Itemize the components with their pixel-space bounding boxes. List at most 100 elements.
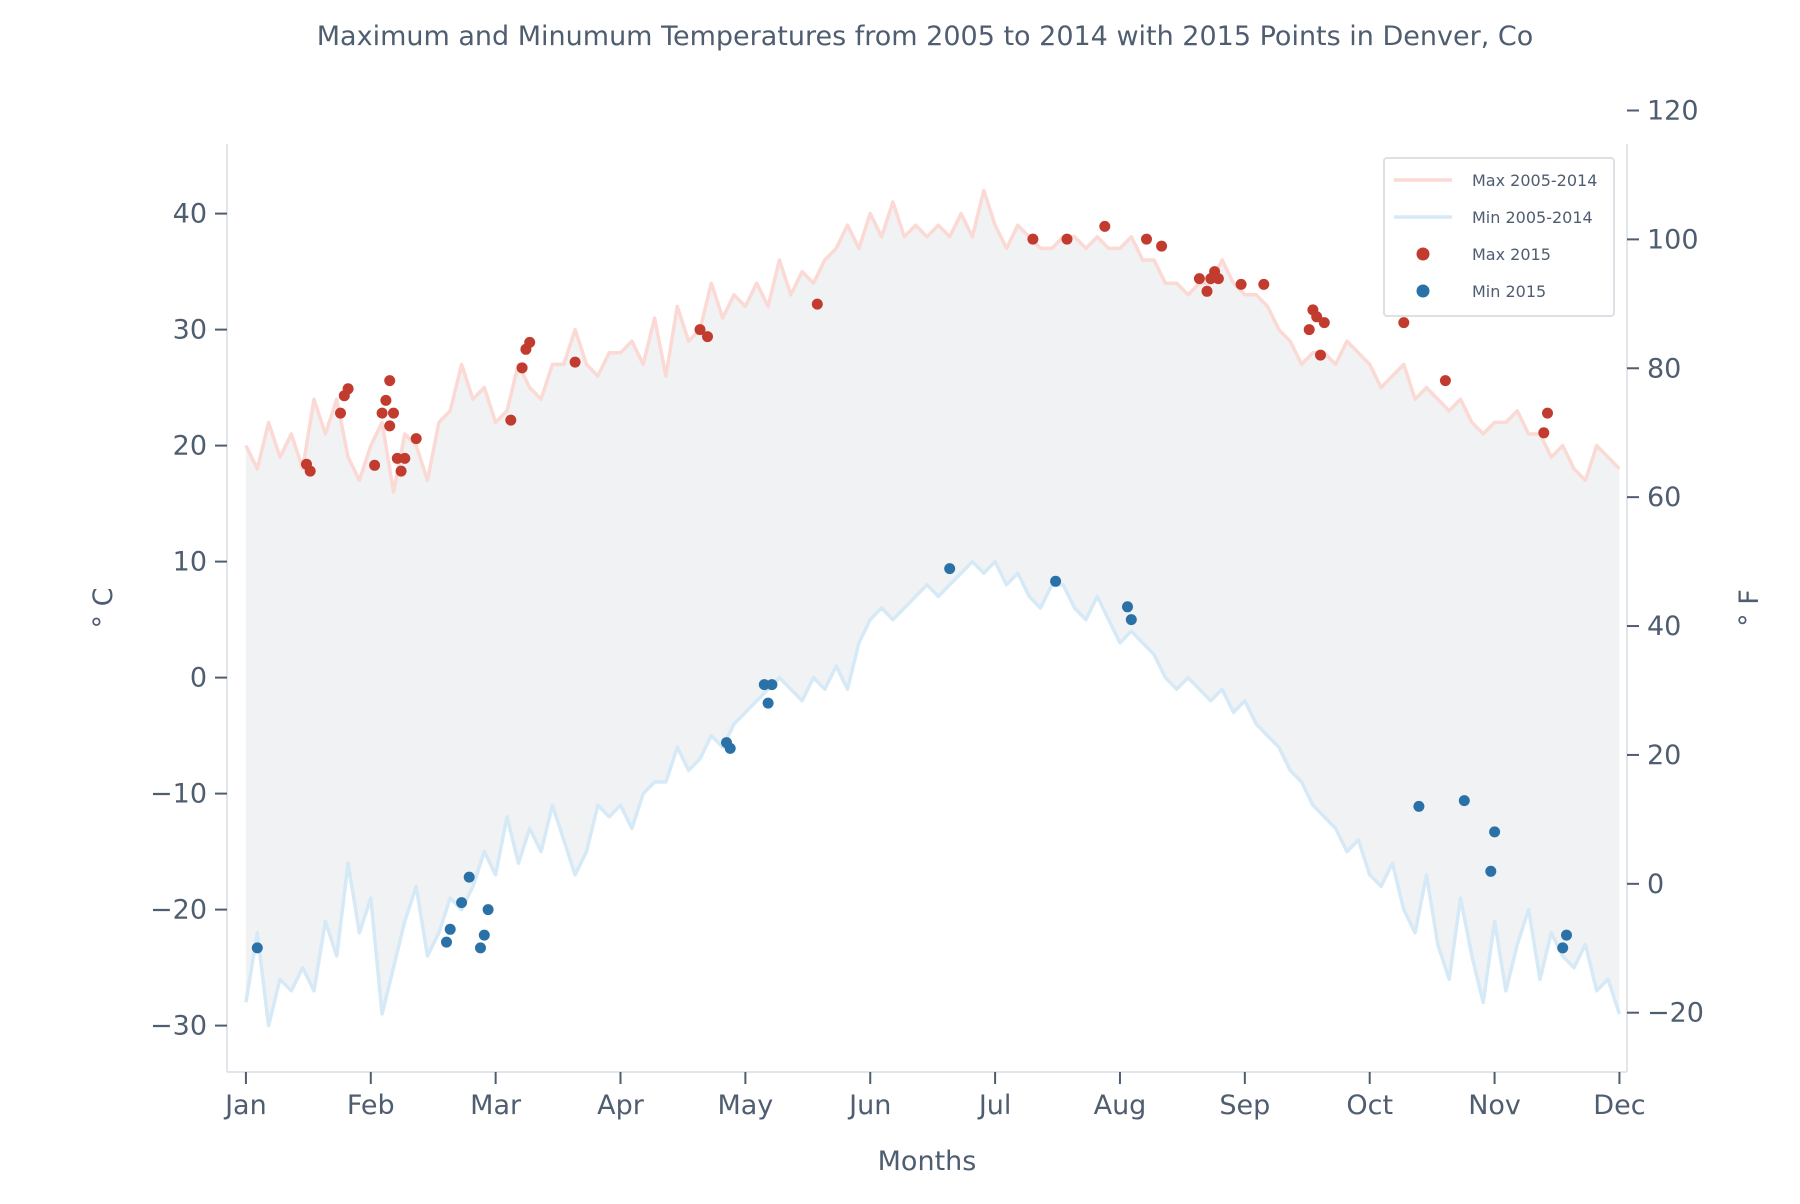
y-tick-label-right: −20 [1647, 998, 1704, 1029]
point-min-2015 [441, 936, 452, 948]
point-max-2015 [516, 362, 528, 374]
y-tick-label: −30 [150, 1011, 207, 1042]
point-max-2015 [1099, 220, 1111, 232]
point-min-2015 [758, 679, 770, 691]
point-max-2015 [395, 465, 407, 477]
point-min-2015 [1122, 601, 1133, 613]
legend-box [1383, 157, 1615, 317]
x-tick-label: Nov [1468, 1090, 1521, 1121]
point-min-2015 [1050, 575, 1062, 587]
point-min-2015 [944, 563, 956, 575]
point-min-2015 [724, 742, 736, 754]
y-tick-label: 20 [173, 431, 207, 462]
point-min-2015 [762, 697, 774, 709]
ticks: −30 −20 −10 0 10 20 30 40 −20 0 20 40 60 80 100 120 Jan F… [150, 95, 1704, 1121]
point-max-2015 [1027, 233, 1039, 245]
legend-label-min-2005-2014: Min 2005-2014 [1472, 208, 1593, 227]
y-tick-label-right: 0 [1647, 869, 1664, 900]
x-tick-label: Jul [977, 1090, 1012, 1121]
y-tick-label-right: 20 [1647, 740, 1681, 771]
point-min-2015 [463, 871, 475, 883]
point-max-2015 [335, 407, 346, 419]
y-tick-label: −20 [150, 895, 207, 926]
point-min-2015 [766, 679, 778, 691]
point-max-2015 [1141, 233, 1152, 245]
x-tick-label: Jan [223, 1090, 267, 1121]
x-tick-label: Aug [1094, 1090, 1147, 1121]
legend-label-max-2005-2014: Max 2005-2014 [1472, 171, 1597, 190]
x-tick-label: Mar [470, 1090, 522, 1121]
point-min-2015 [1557, 942, 1569, 954]
point-min-2015 [482, 904, 494, 916]
point-max-2015 [1542, 407, 1553, 419]
point-max-2015 [505, 414, 517, 426]
point-max-2015 [399, 452, 411, 464]
point-max-2015 [1156, 240, 1168, 252]
legend: Max 2005-2014 Min 2005-2014 Max 2015 Min 20… [1383, 157, 1615, 317]
point-min-2015 [1413, 800, 1425, 812]
y-tick-label: −10 [150, 779, 207, 810]
point-min-2015 [1485, 865, 1497, 877]
point-max-2015 [1201, 285, 1213, 297]
x-tick-label: Jun [847, 1090, 891, 1121]
point-max-2015 [384, 375, 396, 387]
point-max-2015 [1193, 273, 1205, 285]
point-min-2015 [444, 923, 456, 935]
x-tick-label: Feb [347, 1090, 395, 1121]
plot-area [244, 188, 1622, 1028]
point-max-2015 [342, 383, 354, 395]
y-axis-title-right: ° F [1734, 589, 1765, 627]
point-min-2015 [1458, 795, 1470, 807]
point-max-2015 [1318, 317, 1330, 329]
point-max-2015 [380, 394, 392, 406]
point-max-2015 [384, 420, 396, 432]
point-min-2015 [478, 929, 490, 941]
x-tick-label: Sep [1219, 1090, 1270, 1121]
point-max-2015 [1303, 324, 1315, 336]
point-min-2015 [1125, 614, 1137, 626]
point-max-2015 [376, 407, 388, 419]
point-max-2015 [1439, 375, 1451, 387]
point-max-2015 [304, 465, 316, 477]
y-tick-label-right: 40 [1647, 611, 1681, 642]
x-tick-label: May [717, 1090, 773, 1121]
series-line-min-2005-2014 [244, 559, 1622, 1028]
chart-title: Maximum and Minumum Temperatures from 20… [317, 21, 1533, 52]
y-tick-label-right: 120 [1647, 95, 1699, 126]
point-min-2015 [251, 942, 263, 954]
legend-label-max-2015: Max 2015 [1472, 245, 1551, 264]
legend-label-min-2015: Min 2015 [1472, 282, 1546, 301]
y-tick-label-right: 80 [1647, 353, 1681, 384]
x-axis-title: Months [878, 1146, 977, 1177]
legend-marker-min-2015 [1416, 284, 1430, 298]
point-max-2015 [694, 324, 706, 336]
point-max-2015 [524, 336, 536, 348]
point-max-2015 [702, 331, 713, 343]
point-min-2015 [456, 897, 468, 909]
y-axis-title-left: ° C [88, 588, 119, 629]
point-max-2015 [569, 356, 581, 368]
point-max-2015 [1315, 349, 1326, 361]
point-max-2015 [1311, 311, 1323, 323]
y-tick-label-right: 60 [1647, 482, 1681, 513]
point-max-2015 [811, 298, 823, 310]
legend-marker-max-2015 [1416, 247, 1430, 261]
fill-between-band [245, 190, 1620, 1026]
x-tick-label: Oct [1346, 1090, 1393, 1121]
point-min-2015 [1561, 929, 1572, 941]
point-max-2015 [1398, 317, 1410, 329]
y-tick-label: 40 [173, 199, 207, 230]
point-min-2015 [475, 942, 486, 954]
y-tick-label-right: 100 [1647, 224, 1699, 255]
point-max-2015 [1212, 273, 1224, 285]
x-tick-label: Dec [1593, 1090, 1645, 1121]
point-max-2015 [369, 459, 381, 471]
point-min-2015 [1489, 826, 1501, 838]
x-tick-label: Apr [597, 1090, 645, 1121]
point-max-2015 [388, 407, 399, 419]
y-tick-label: 0 [190, 663, 207, 694]
point-max-2015 [1538, 427, 1550, 439]
point-max-2015 [1258, 278, 1270, 290]
